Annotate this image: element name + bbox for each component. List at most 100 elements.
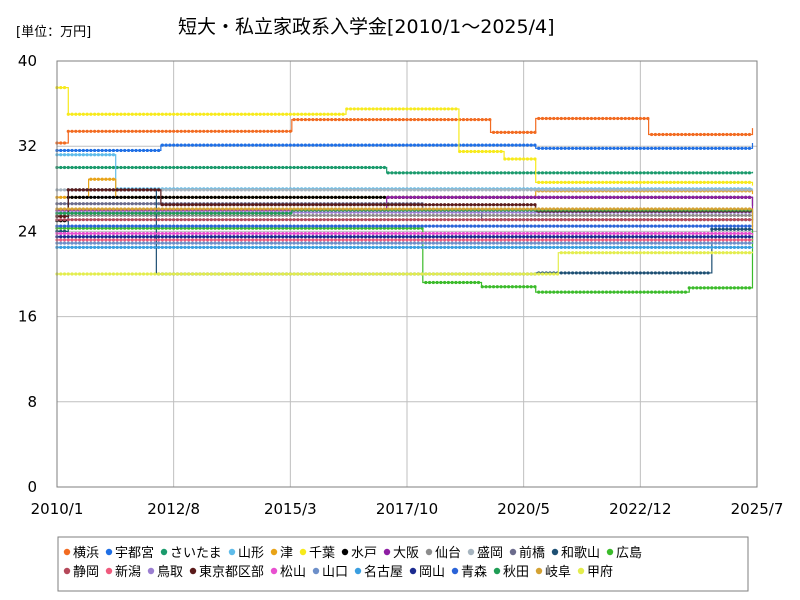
data-point [352, 213, 356, 218]
data-point [360, 188, 364, 192]
data-point [454, 241, 458, 245]
data-point [747, 224, 752, 228]
data-point [367, 231, 371, 236]
data-point [473, 188, 477, 192]
data-point [416, 235, 420, 239]
data-point [390, 213, 394, 218]
data-point [537, 146, 541, 150]
data-point [292, 231, 296, 236]
data-point [273, 195, 277, 199]
data-point [747, 218, 752, 222]
data-point [729, 218, 733, 222]
data-point [412, 218, 417, 222]
data-point [638, 271, 642, 275]
data-point [213, 231, 217, 236]
data-point [205, 129, 210, 133]
data-point [239, 112, 244, 116]
data-point [710, 245, 714, 249]
data-point [141, 129, 146, 133]
data-point [247, 218, 251, 222]
data-point [330, 203, 334, 207]
data-point [390, 207, 394, 211]
data-point [66, 207, 70, 211]
data-point [634, 180, 639, 185]
data-point [198, 211, 202, 215]
data-point [725, 227, 729, 231]
data-point [570, 218, 575, 222]
data-point [582, 224, 586, 228]
data-point [458, 207, 462, 211]
data-point [683, 251, 688, 255]
data-point [574, 213, 578, 218]
data-point [729, 180, 733, 185]
data-point [480, 149, 484, 154]
data-point [375, 238, 379, 242]
data-point [469, 235, 473, 239]
data-point [431, 188, 435, 192]
data-point [85, 235, 89, 239]
data-point [382, 231, 387, 236]
data-point [108, 235, 112, 239]
data-point [650, 224, 654, 228]
data-point [544, 195, 548, 199]
data-point [315, 272, 319, 276]
data-point [495, 235, 499, 239]
data-point [559, 245, 563, 249]
data-point [653, 224, 657, 228]
data-point [326, 112, 330, 116]
data-point [277, 245, 281, 249]
data-point [683, 213, 688, 218]
data-point [446, 272, 450, 276]
data-point [480, 285, 484, 289]
data-point [307, 203, 311, 207]
data-point [691, 245, 695, 249]
data-point [480, 117, 484, 122]
data-point [126, 129, 131, 133]
data-point [424, 272, 428, 276]
data-point [537, 235, 541, 239]
data-point [499, 231, 503, 236]
data-point [612, 231, 616, 236]
data-point [345, 213, 349, 218]
data-point [307, 231, 311, 236]
data-point [544, 272, 548, 276]
data-point [59, 224, 63, 228]
data-point [488, 143, 492, 147]
data-point [424, 188, 428, 192]
data-point [586, 238, 590, 242]
data-point [93, 218, 97, 222]
data-point [262, 203, 266, 207]
data-point [62, 148, 67, 153]
legend-marker [341, 548, 349, 556]
data-point [491, 213, 496, 218]
data-point [315, 224, 319, 228]
data-point [394, 117, 398, 122]
data-point [66, 188, 70, 192]
data-point [348, 272, 353, 276]
data-point [356, 117, 360, 122]
data-point [315, 143, 319, 147]
data-point [134, 202, 138, 206]
data-point [254, 245, 259, 249]
legend-label: 静岡 [73, 565, 99, 580]
data-point [744, 218, 748, 222]
data-point [586, 245, 590, 249]
data-point [653, 132, 657, 137]
data-point [450, 171, 454, 175]
data-point [582, 171, 586, 175]
data-point [160, 165, 164, 170]
data-point [744, 286, 748, 290]
data-point [623, 290, 627, 294]
data-point [604, 213, 609, 218]
data-point [401, 224, 405, 228]
data-point [589, 116, 594, 121]
data-point [661, 241, 665, 245]
legend-marker [228, 548, 236, 556]
data-point [179, 112, 183, 116]
data-point [593, 241, 597, 245]
data-point [563, 207, 567, 211]
data-point [224, 272, 228, 276]
data-point [187, 195, 191, 199]
data-point [469, 188, 473, 192]
